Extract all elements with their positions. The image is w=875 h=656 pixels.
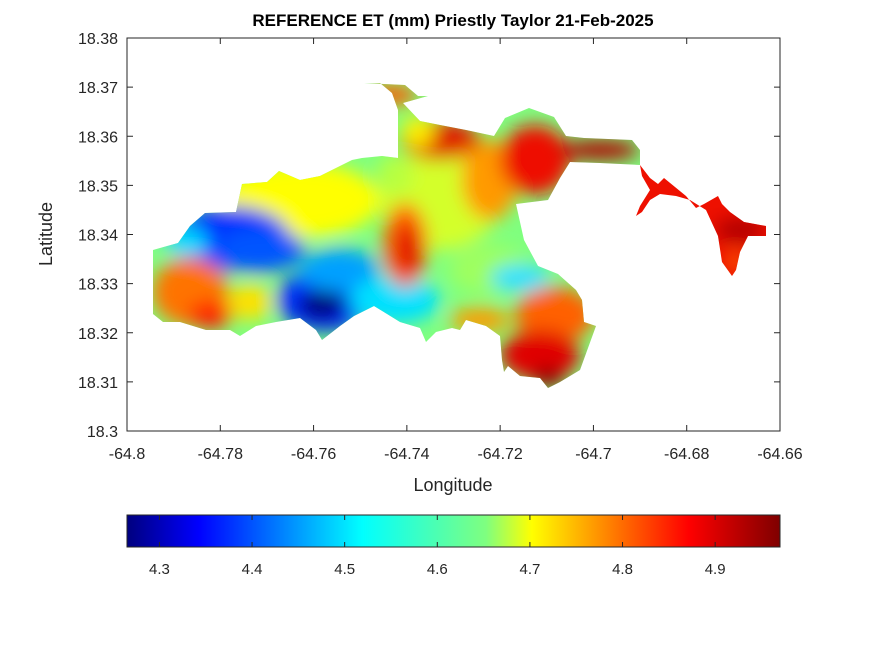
heat-blob [188,301,232,329]
y-axis: 18.3 18.31 18.32 18.33 18.34 18.35 18.36 18.37 1… [78,31,780,441]
heat-blob [715,218,765,242]
y-axis-label: Latitude [36,202,56,266]
x-tick-label: -64.72 [477,446,522,463]
x-tick-label: -64.7 [575,446,612,463]
chart-title: REFERENCE ET (mm) Priestly Taylor 21-Feb… [252,11,653,30]
x-axis: -64.8 -64.78 -64.76 -64.74 -64.72 -64.7 -64.68… [109,38,803,463]
x-tick-label: -64.66 [757,446,802,463]
heat-blob [228,284,272,320]
x-tick-label: -64.8 [109,446,146,463]
x-tick-label: -64.78 [198,446,243,463]
heat-blob [298,289,346,321]
y-tick-label: 18.31 [78,375,118,392]
heat-blob [402,116,434,148]
heat-blob [500,125,570,195]
y-tick-label: 18.37 [78,80,118,97]
heat-blob [560,140,640,160]
colorbar-tick-label: 4.8 [612,561,633,578]
colorbar-ticks: 4.3 4.4 4.5 4.6 4.7 4.8 4.9 [149,515,726,578]
colorbar-tick-label: 4.6 [427,561,448,578]
colorbar-tick-label: 4.5 [334,561,355,578]
y-tick-label: 18.35 [78,178,118,195]
heat-blob [377,155,413,195]
y-tick-label: 18.36 [78,129,118,146]
colorbar-tick-label: 4.3 [149,561,170,578]
heat-blob [215,228,305,272]
y-tick-label: 18.32 [78,326,118,343]
colorbar [126,514,781,548]
x-tick-label: -64.68 [664,446,709,463]
y-tick-label: 18.34 [78,228,118,245]
x-tick-label: -64.74 [384,446,429,463]
x-tick-label: -64.76 [291,446,336,463]
colorbar-tick-label: 4.4 [242,561,263,578]
colorbar-tick-label: 4.7 [519,561,540,578]
heat-blob [515,287,595,343]
y-tick-label: 18.33 [78,277,118,294]
y-tick-label: 18.3 [87,424,118,441]
heat-blob [490,264,550,292]
colorbar-tick-label: 4.9 [705,561,726,578]
x-axis-label: Longitude [413,475,492,495]
heat-blob [500,330,580,380]
heat-blob [396,224,420,276]
y-tick-label: 18.38 [78,31,118,48]
heat-blob [300,248,380,292]
